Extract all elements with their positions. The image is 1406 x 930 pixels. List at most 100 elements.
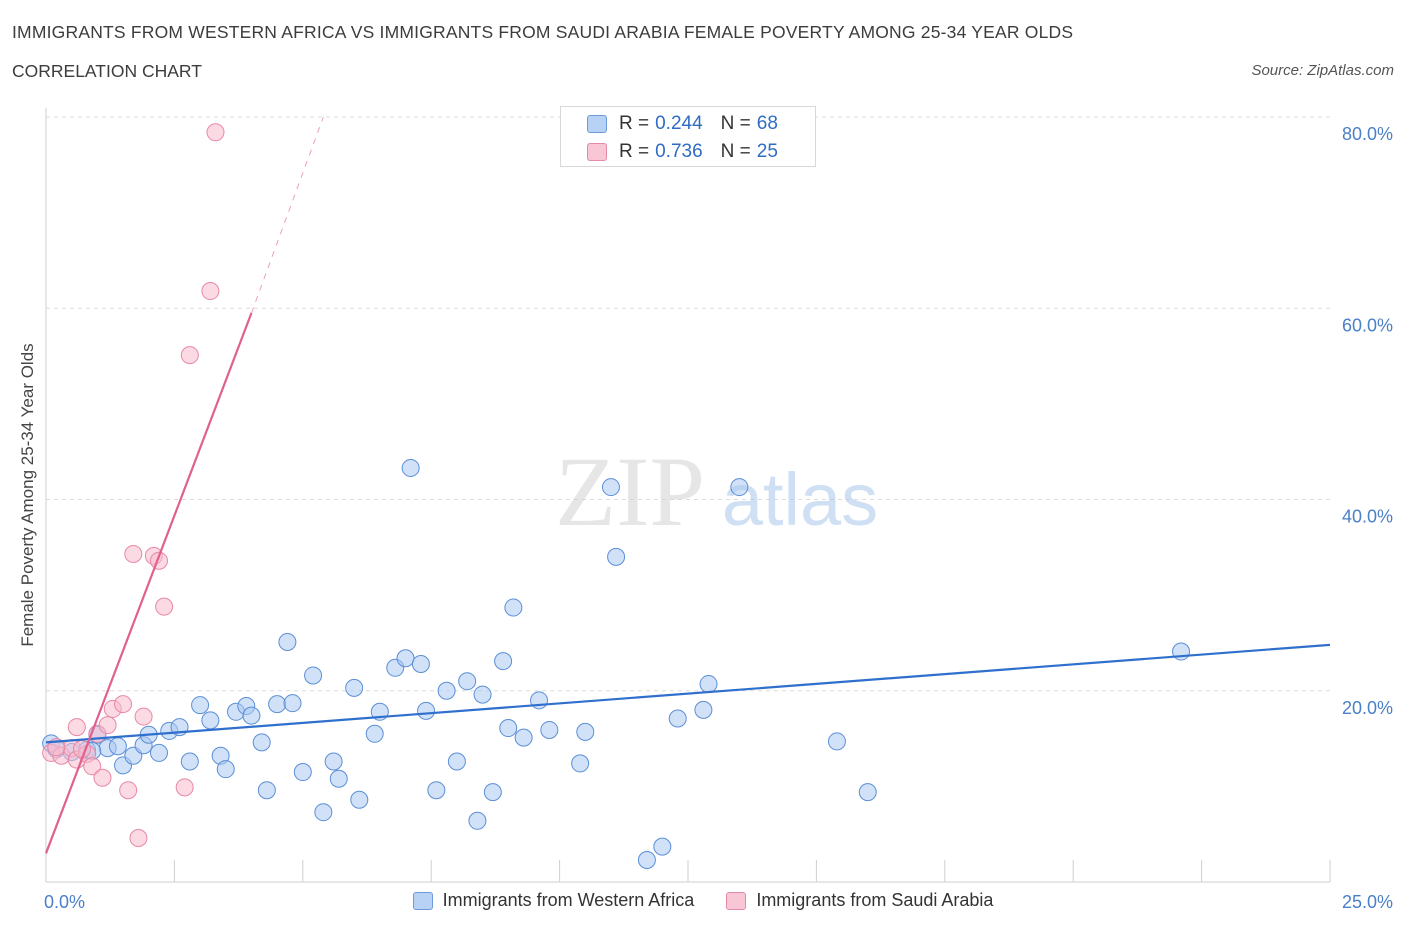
data-point-saudi-arabia	[124, 545, 143, 564]
data-point-western-africa	[637, 851, 656, 870]
legend-label-saudi-arabia: Immigrants from Saudi Arabia	[756, 890, 994, 910]
data-point-western-africa	[499, 719, 518, 738]
chart-subtitle: CORRELATION CHART	[12, 61, 202, 81]
data-point-saudi-arabia	[119, 781, 138, 800]
data-point-western-africa	[458, 672, 477, 691]
data-point-western-africa	[304, 666, 323, 685]
trendline-western-africa	[45, 643, 1331, 744]
watermark: ZIP atlas	[555, 436, 878, 547]
legend-swatch-blue	[587, 115, 607, 133]
data-point-western-africa	[417, 701, 436, 720]
data-point-western-africa	[278, 632, 297, 651]
data-point-western-africa	[504, 598, 523, 617]
legend-swatch-blue	[412, 891, 433, 910]
data-point-western-africa	[191, 696, 210, 715]
legend-r-label: R =	[619, 141, 650, 162]
data-point-western-africa	[483, 783, 502, 802]
data-point-western-africa	[401, 458, 420, 477]
data-point-saudi-arabia	[93, 768, 112, 787]
data-point-western-africa	[201, 711, 220, 730]
data-point-western-africa	[293, 763, 312, 782]
data-point-western-africa	[396, 649, 415, 668]
data-point-western-africa	[242, 706, 261, 725]
legend-label-western-africa: Immigrants from Western Africa	[442, 890, 695, 910]
y-tick-label: 80.0%	[1342, 124, 1393, 144]
data-point-saudi-arabia	[114, 695, 133, 714]
y-tick-label: 60.0%	[1342, 315, 1393, 335]
data-point-western-africa	[473, 685, 492, 704]
data-point-western-africa	[345, 678, 364, 697]
data-point-saudi-arabia	[175, 778, 194, 797]
x-tick-label-min: 0.0%	[44, 892, 85, 912]
data-point-western-africa	[601, 478, 620, 497]
data-point-saudi-arabia	[98, 716, 117, 735]
correlation-legend: R = 0.244 N = 68 R = 0.736 N = 25	[560, 106, 816, 167]
legend-swatch-pink	[587, 143, 607, 161]
data-point-western-africa	[365, 724, 384, 743]
chart-title: IMMIGRANTS FROM WESTERN AFRICA VS IMMIGR…	[12, 22, 1074, 42]
data-point-western-africa	[730, 478, 749, 497]
data-point-saudi-arabia	[129, 829, 148, 848]
grid-lines	[46, 116, 1330, 692]
data-point-western-africa	[350, 790, 369, 809]
legend-n-label: N =	[720, 113, 751, 134]
data-point-saudi-arabia	[155, 597, 174, 616]
source-credit: Source: ZipAtlas.com	[1251, 62, 1394, 79]
data-point-western-africa	[447, 752, 466, 771]
legend-r-value: 0.736	[655, 141, 703, 162]
legend-n-label: N =	[720, 141, 751, 162]
data-point-western-africa	[576, 722, 595, 741]
trendline-saudi-arabia	[44, 312, 253, 854]
data-point-western-africa	[216, 760, 235, 779]
data-point-western-africa	[668, 709, 687, 728]
data-point-western-africa	[694, 700, 713, 719]
data-point-western-africa	[653, 837, 672, 856]
data-point-western-africa	[540, 720, 559, 739]
data-point-western-africa	[252, 733, 271, 752]
legend-r-value: 0.244	[655, 113, 703, 134]
data-point-saudi-arabia	[83, 757, 102, 776]
tick-labels: 20.0% 40.0% 60.0% 80.0% 0.0% 25.0%	[44, 124, 1393, 912]
x-tick-label-max: 25.0%	[1342, 892, 1393, 912]
y-tick-label: 40.0%	[1342, 507, 1393, 527]
data-point-saudi-arabia	[201, 282, 220, 301]
watermark-zip: ZIP	[555, 436, 705, 547]
data-point-western-africa	[283, 694, 302, 713]
data-point-western-africa	[427, 781, 446, 800]
data-point-western-africa	[149, 743, 168, 762]
series-legend: Immigrants from Western Africa Immigrant…	[0, 890, 1406, 911]
legend-item-western-africa[interactable]: Immigrants from Western Africa	[412, 890, 695, 911]
series-saudi-arabia-points	[42, 123, 225, 848]
data-point-western-africa	[571, 754, 590, 773]
trendline-saudi-arabia-extension	[250, 116, 324, 314]
data-point-western-africa	[257, 781, 276, 800]
data-point-western-africa	[324, 752, 343, 771]
legend-swatch-pink	[726, 891, 747, 910]
legend-row-saudi-arabia: R = 0.736 N = 25	[587, 140, 778, 164]
data-point-western-africa	[827, 732, 846, 751]
data-point-saudi-arabia	[67, 718, 86, 737]
data-point-saudi-arabia	[206, 123, 225, 142]
data-point-western-africa	[699, 675, 718, 694]
legend-item-saudi-arabia[interactable]: Immigrants from Saudi Arabia	[726, 890, 993, 911]
data-point-western-africa	[314, 803, 333, 822]
series-western-africa-points	[42, 458, 1191, 870]
data-point-western-africa	[329, 769, 348, 788]
data-point-western-africa	[494, 652, 513, 671]
data-point-western-africa	[468, 811, 487, 830]
legend-r-label: R =	[619, 113, 650, 134]
data-point-western-africa	[514, 728, 533, 747]
watermark-atlas: atlas	[722, 458, 878, 541]
data-point-western-africa	[607, 547, 626, 566]
data-point-western-africa	[411, 654, 430, 673]
data-point-western-africa	[108, 737, 127, 756]
data-point-saudi-arabia	[134, 707, 153, 726]
data-point-western-africa	[858, 783, 877, 802]
data-point-western-africa	[180, 752, 199, 771]
trendlines	[44, 116, 1331, 854]
legend-n-value: 25	[756, 141, 778, 162]
legend-n-value: 68	[756, 113, 778, 134]
data-point-saudi-arabia	[180, 346, 199, 365]
data-point-western-africa	[268, 695, 287, 714]
